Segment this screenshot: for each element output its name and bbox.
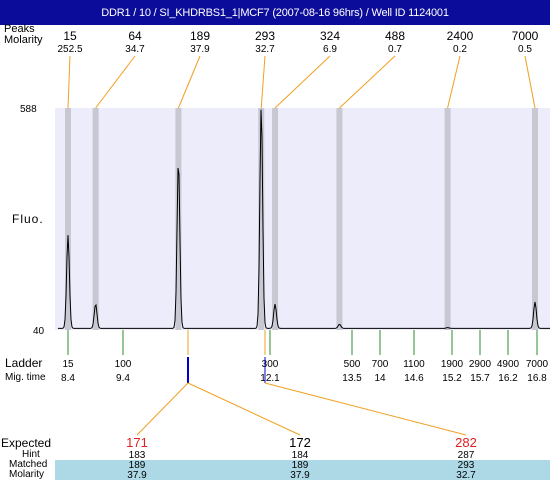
molarity-row-label: Molarity [4,34,43,46]
ladder-size-label: 1100 [403,359,425,370]
expected-size-label: 282 [455,435,477,450]
ladder-mig-time-label: 9.4 [116,373,130,384]
peak-connector [524,55,536,109]
window-title: DDR1 / 10 / SI_KHDRBS1_1|MCF7 (2007-08-1… [0,0,550,25]
ladder-mig-time-label: 14.6 [404,373,424,384]
expected-row-label: Expected [1,436,52,450]
hint-row-label: Hint [22,449,40,460]
peak-size-label: 2400 [447,29,474,43]
ladder-mig-time-label: 16.2 [498,373,518,384]
ladder-size-label: 4900 [497,359,520,370]
ladder-size-label: 15 [62,359,74,370]
hint-label: 184 [292,450,309,461]
ladder-mig-time-label: 13.5 [342,373,362,384]
peak-size-label: 488 [385,29,405,43]
ladder-size-label: 7000 [526,359,549,370]
ladder-mig-time-label: 15.7 [470,373,490,384]
hint-label: 287 [458,450,475,461]
expected-size-label: 172 [289,435,311,450]
peak-size-label: 293 [255,29,275,43]
expected-size-label: 171 [126,435,148,450]
ladder-mig-time-label: 8.4 [61,373,75,384]
ladder-mig-time-label: 16.8 [527,373,547,384]
peak-connector [339,55,396,109]
expected-molarity-label: 37.9 [290,470,310,480]
peak-molarity-label: 6.9 [323,44,337,55]
fluo-axis-label: Fluo. [12,212,44,226]
ladder-size-label: 2900 [469,359,492,370]
peak-band [175,108,182,330]
ladder-mig-time-label: 12.1 [260,373,280,384]
peak-connector [274,55,331,109]
peak-band [258,108,265,330]
peak-size-label: 15 [63,29,77,43]
ladder-mig-time-label: 15.2 [442,373,462,384]
ladder-mig-time-label: 14 [374,373,386,384]
peak-molarity-label: 34.7 [125,44,145,55]
peak-size-label: 189 [190,29,210,43]
molarity-bottom-row-label: Molarity [9,469,45,480]
peak-band [336,108,343,330]
peaks-row-label: Peaks [4,23,35,35]
expected-molarity-label: 32.7 [456,470,476,480]
peak-molarity-label: 252.5 [57,44,82,55]
matched-label: 189 [292,460,309,471]
peak-connector [95,55,136,109]
peak-connector [177,55,201,109]
ladder-size-label: 300 [262,359,279,370]
matched-row-label: Matched [9,459,48,470]
ladder-size-label: 100 [115,359,132,370]
ladder-size-label: 1900 [441,359,464,370]
ladder-row-label: Ladder [5,356,43,370]
matched-label: 189 [129,460,146,471]
hint-label: 183 [129,450,146,461]
fluorescence-trace [58,109,550,329]
y-tick-label: 588 [20,104,37,115]
peak-molarity-label: 37.9 [190,44,210,55]
peak-band [532,108,538,330]
peak-size-label: 64 [128,29,142,43]
peak-molarity-label: 32.7 [255,44,275,55]
peak-molarity-label: 0.7 [388,44,402,55]
expected-connector [264,382,467,436]
ladder-size-label: 500 [344,359,361,370]
ladder-size-label: 700 [372,359,389,370]
expected-connector [136,382,189,436]
mig-time-row-label: Mig. time [5,372,46,383]
peak-band [444,108,451,330]
peak-size-label: 7000 [512,29,539,43]
peak-band [92,108,99,330]
peak-connector [67,55,71,109]
peak-size-label: 324 [320,29,340,43]
peak-connector [260,55,266,109]
plot-area [55,108,550,330]
peak-band [65,108,71,330]
peak-band [272,108,279,330]
expected-connector [187,382,301,436]
peak-molarity-label: 0.2 [453,44,467,55]
matched-label: 293 [458,460,475,471]
expected-molarity-label: 37.9 [127,470,147,480]
matched-row-background [55,460,550,480]
y-tick-label: 40 [33,326,45,337]
peak-connector [447,55,461,109]
peak-molarity-label: 0.5 [518,44,532,55]
